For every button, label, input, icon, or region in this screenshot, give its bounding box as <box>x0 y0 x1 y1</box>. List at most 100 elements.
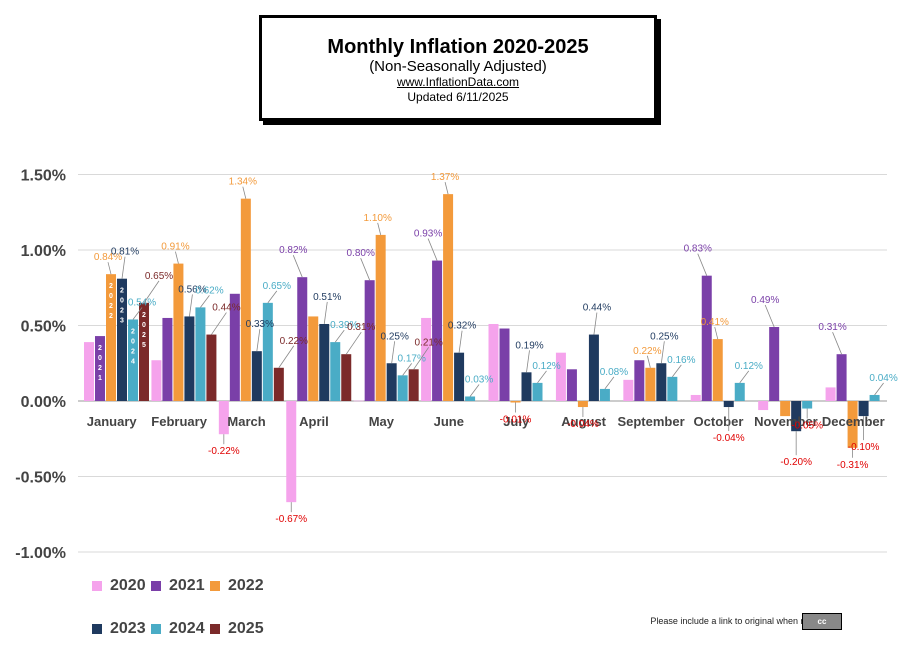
bar-2024-september <box>667 376 678 401</box>
bar-2022-april <box>308 316 319 401</box>
bar-2022-july <box>510 401 521 403</box>
bar-2020-may <box>353 400 364 402</box>
leader-line <box>143 280 160 304</box>
website-link[interactable]: www.InflationData.com <box>396 75 520 89</box>
reprint-notice: Please include a link to original when r… <box>650 616 838 626</box>
bar-2022-august <box>577 401 588 408</box>
bar-2020-june <box>421 317 432 401</box>
leader-line <box>121 256 126 279</box>
bar-2024-april <box>330 342 341 401</box>
data-label: -0.22% <box>208 446 240 457</box>
y-tick-label: -1.00% <box>15 545 66 562</box>
bar-2023-november <box>791 401 802 432</box>
y-tick-label: 1.00% <box>21 243 66 260</box>
bar-2020-february <box>151 360 162 401</box>
x-tick-label-november: November <box>754 414 818 429</box>
data-label: -0.04% <box>713 433 745 444</box>
data-label: 0.25% <box>380 331 408 342</box>
leader-line <box>672 364 682 378</box>
leader-line <box>391 341 396 364</box>
data-label: 0.56% <box>178 284 206 295</box>
x-tick-label-february: February <box>151 414 207 429</box>
data-label: 0.31% <box>347 322 375 333</box>
leader-line <box>832 332 842 355</box>
chart-title: Monthly Inflation 2020-2025 <box>327 36 589 58</box>
bar-2024-may <box>397 375 408 401</box>
y-tick-label: 0.00% <box>21 394 66 411</box>
data-label: -0.20% <box>780 457 812 468</box>
leader-line <box>714 326 719 340</box>
x-tick-label-august: August <box>561 414 606 429</box>
data-label: 0.31% <box>818 322 846 333</box>
leader-line <box>345 331 362 355</box>
bar-2020-january <box>84 342 94 401</box>
data-label: 0.65% <box>145 271 173 282</box>
bar-2022-march <box>240 198 251 401</box>
data-label: 0.33% <box>246 319 274 330</box>
leader-line <box>874 382 884 396</box>
x-tick-label-april: April <box>299 414 329 429</box>
data-label: -0.01% <box>500 415 532 426</box>
bar-2023-january <box>117 278 127 401</box>
x-tick-label-december: December <box>822 414 885 429</box>
data-label: 0.21% <box>414 337 442 348</box>
leader-line <box>660 341 665 364</box>
bar-2020-september <box>623 379 634 401</box>
leader-line <box>132 307 143 320</box>
bar-2020-december <box>825 387 836 401</box>
x-tick-label-september: September <box>617 414 684 429</box>
leader-line <box>256 329 261 352</box>
data-label: 0.84% <box>94 252 122 263</box>
x-tick-label-may: May <box>369 414 395 429</box>
leader-line <box>697 253 708 276</box>
x-tick-label-june: June <box>434 414 464 429</box>
bar-2021-may <box>364 280 375 401</box>
chart-subtitle: (Non-Seasonally Adjusted) <box>369 58 547 75</box>
leader-line <box>402 363 412 376</box>
bar-2020-november <box>758 401 769 411</box>
data-label: 1.10% <box>363 213 391 224</box>
data-label: 1.37% <box>431 172 459 183</box>
bar-2021-march <box>229 293 240 401</box>
bar-2023-march <box>251 351 262 401</box>
bar-2023-february <box>184 316 195 401</box>
data-label: 0.39% <box>330 320 358 331</box>
bar-2022-june <box>443 194 454 401</box>
bar-2022-october <box>712 339 723 401</box>
creative-commons-badge[interactable]: cc <box>802 613 842 630</box>
data-label: 0.22% <box>633 346 661 357</box>
data-label: 1.34% <box>229 177 257 188</box>
bar-2024-february <box>195 307 206 401</box>
title-box: Monthly Inflation 2020-2025 (Non-Seasona… <box>259 15 657 121</box>
data-label: 0.54% <box>128 297 156 308</box>
bar-2020-april <box>286 401 297 503</box>
data-label: 0.93% <box>414 229 442 240</box>
data-label: -0.05% <box>791 421 823 432</box>
y-tick-label: 1.50% <box>21 168 66 185</box>
bar-2022-january <box>106 274 116 401</box>
data-label: 0.12% <box>532 361 560 372</box>
data-label: 0.04% <box>869 373 897 384</box>
bar-2025-february <box>206 334 217 401</box>
data-label: 0.49% <box>751 295 779 306</box>
bar-2021-november <box>769 327 780 401</box>
bar-2022-may <box>375 234 386 401</box>
leader-line <box>242 186 247 199</box>
bar-2020-july <box>488 323 499 401</box>
leader-line <box>211 312 227 335</box>
leader-line <box>360 258 371 281</box>
data-label: 0.44% <box>583 303 611 314</box>
bar-2020-october <box>690 394 701 401</box>
x-tick-label-july: July <box>503 414 530 429</box>
leader-line <box>764 304 775 328</box>
bar-2021-september <box>634 360 645 401</box>
bar-2023-april <box>319 323 330 401</box>
leader-line <box>646 355 651 368</box>
leader-line <box>526 350 530 373</box>
x-tick-label-october: October <box>694 414 744 429</box>
